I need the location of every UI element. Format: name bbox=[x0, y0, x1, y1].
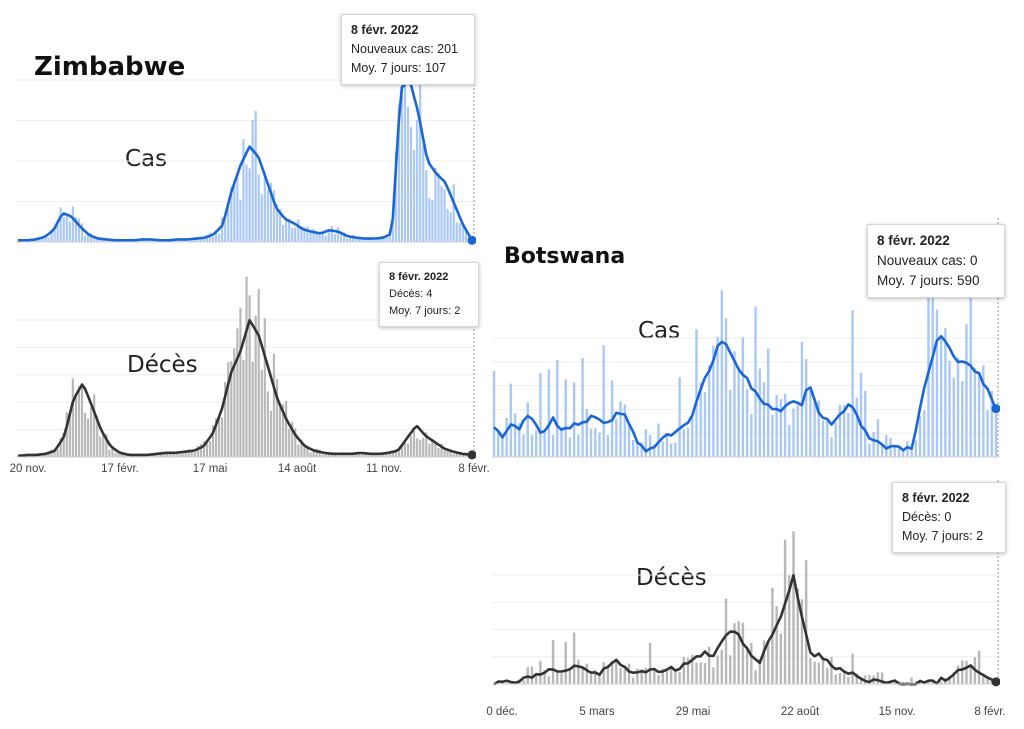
tooltip-7day-avg: Moy. 7 jours: 590 bbox=[877, 273, 980, 288]
tooltip-date: 8 févr. 2022 bbox=[351, 23, 419, 37]
tooltip-new-cases: Nouveaux cas: 201 bbox=[351, 42, 459, 56]
x-tick-label: 22 août bbox=[781, 706, 820, 718]
x-tick-label: 8 févr. bbox=[974, 706, 1005, 718]
x-tick-label: 11 nov. bbox=[366, 463, 402, 475]
x-tick-label: 14 août bbox=[278, 463, 317, 475]
zimbabwe-panel: Zimbabwe Cas Décès 20 nov. 17 févr. 17 mai… bbox=[0, 0, 490, 490]
botswana-cases-tooltip: 8 févr. 2022 Nouveaux cas: 0 Moy. 7 jour… bbox=[867, 224, 1005, 298]
zimbabwe-x-axis: 20 nov. 17 févr. 17 mai 14 août 11 nov. 8 fév… bbox=[10, 463, 490, 475]
tooltip-date: 8 févr. 2022 bbox=[877, 233, 950, 248]
zimbabwe-cases-tooltip: 8 févr. 2022 Nouveaux cas: 201 Moy. 7 jo… bbox=[341, 14, 475, 85]
zimbabwe-deaths-label: Décès bbox=[127, 352, 198, 378]
botswana-deaths-tooltip: 8 févr. 2022 Décès: 0 Moy. 7 jours: 2 bbox=[892, 482, 1006, 553]
x-tick-label: 0 déc. bbox=[486, 706, 517, 718]
botswana-x-axis: 0 déc. 5 mars 29 mai 22 août 15 nov. 8 févr. bbox=[486, 706, 1005, 718]
tooltip-date: 8 févr. 2022 bbox=[902, 491, 970, 505]
zimbabwe-cases-chart bbox=[16, 60, 476, 245]
zimbabwe-cases-label: Cas bbox=[125, 146, 168, 172]
country-title-botswana: Botswana bbox=[504, 244, 626, 269]
current-point bbox=[467, 450, 476, 460]
tooltip-7day-avg: Moy. 7 jours: 107 bbox=[351, 61, 446, 75]
x-tick-label: 8 févr. bbox=[458, 463, 489, 475]
botswana-cases-chart bbox=[492, 218, 1000, 458]
botswana-deaths-chart bbox=[492, 480, 1000, 687]
series-line bbox=[17, 318, 473, 458]
x-tick-label: 29 mai bbox=[676, 706, 711, 718]
botswana-cases-label: Cas bbox=[638, 318, 681, 344]
x-tick-label: 17 févr. bbox=[101, 463, 139, 475]
zimbabwe-deaths-tooltip: 8 févr. 2022 Décès: 4 Moy. 7 jours: 2 bbox=[379, 262, 479, 327]
current-point bbox=[991, 677, 1000, 687]
tooltip-7day-avg: Moy. 7 jours: 2 bbox=[902, 529, 984, 543]
x-tick-label: 15 nov. bbox=[879, 706, 916, 718]
country-title-zimbabwe: Zimbabwe bbox=[34, 52, 186, 82]
tooltip-new-cases: Nouveaux cas: 0 bbox=[877, 253, 978, 268]
x-tick-label: 20 nov. bbox=[10, 463, 47, 475]
x-tick-label: 17 mai bbox=[193, 463, 228, 475]
tooltip-date: 8 févr. 2022 bbox=[389, 271, 449, 283]
series-line bbox=[493, 335, 998, 453]
tooltip-7day-avg: Moy. 7 jours: 2 bbox=[389, 305, 461, 317]
current-point bbox=[467, 235, 476, 245]
current-point bbox=[991, 404, 1000, 414]
series-line bbox=[18, 80, 474, 242]
zimbabwe-deaths-chart bbox=[16, 265, 476, 460]
botswana-deaths-label: Décès bbox=[636, 565, 707, 591]
tooltip-deaths: Décès: 4 bbox=[389, 288, 433, 300]
x-tick-label: 5 mars bbox=[579, 706, 614, 718]
tooltip-deaths: Décès: 0 bbox=[902, 510, 952, 524]
